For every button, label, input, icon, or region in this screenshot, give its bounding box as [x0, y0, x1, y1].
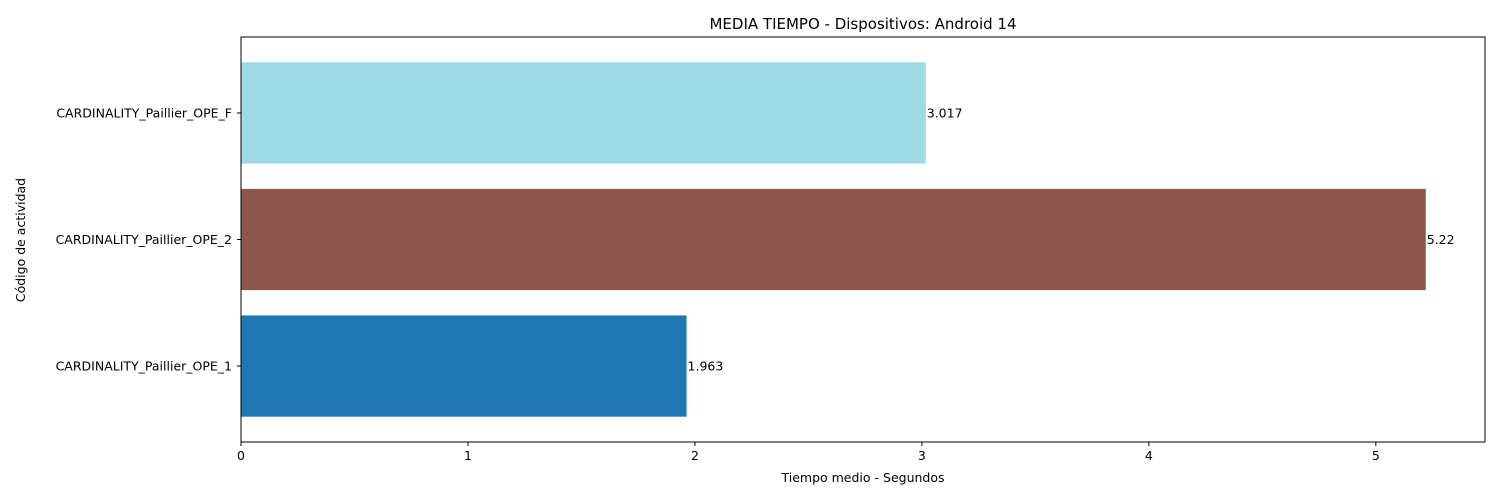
- bar: [241, 315, 687, 417]
- labels-layer: 1.963 5.22 3.017: [688, 105, 1455, 373]
- axes-layer: CARDINALITY_Paillier_OPE_1 CARDINALITY_Pa…: [56, 36, 1486, 463]
- y-tick-label: CARDINALITY_Paillier_OPE_2: [56, 232, 232, 247]
- x-axis-label: Tiempo medio - Segundos: [780, 470, 944, 485]
- y-axis-label: Código de actividad: [13, 178, 28, 302]
- x-tick-label: 1: [464, 448, 472, 463]
- bar: [241, 188, 1426, 291]
- chart-title: MEDIA TIEMPO - Dispositivos: Android 14: [709, 15, 1016, 33]
- x-tick-label: 4: [1145, 448, 1153, 463]
- bar: [241, 62, 926, 164]
- x-tick-label: 3: [918, 448, 926, 463]
- x-tick-label: 2: [691, 448, 699, 463]
- data-label: 3.017: [927, 105, 963, 120]
- data-label: 5.22: [1427, 232, 1455, 247]
- y-tick-label: CARDINALITY_Paillier_OPE_1: [56, 359, 232, 374]
- plot-frame: [240, 36, 1486, 443]
- x-tick-label: 5: [1372, 448, 1380, 463]
- data-label: 1.963: [688, 359, 724, 374]
- x-tick-label: 0: [237, 448, 245, 463]
- y-tick-label: CARDINALITY_Paillier_OPE_F: [56, 105, 232, 120]
- bars-layer: [241, 62, 1426, 417]
